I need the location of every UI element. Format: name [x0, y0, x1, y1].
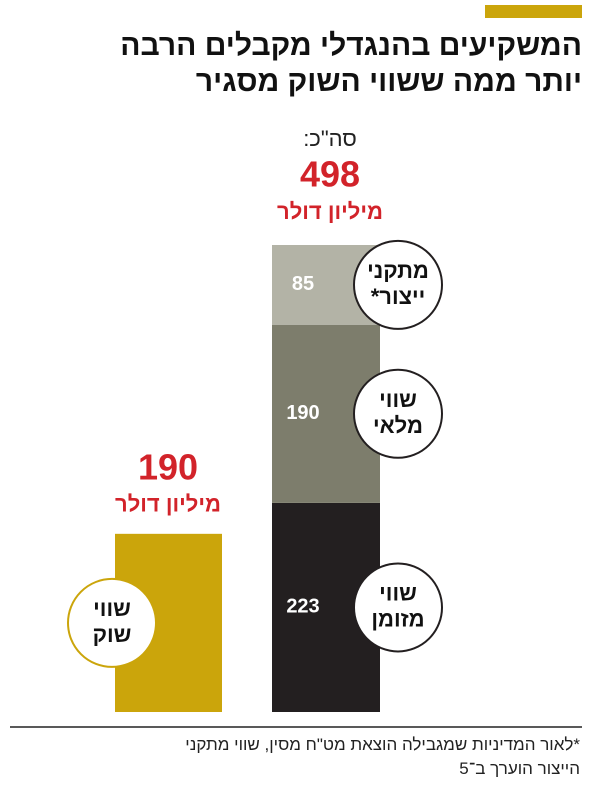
footnote-line: *לאור המדיניות שמגבילה הוצאת מט"ח מסין, … — [185, 735, 580, 754]
segment-name: מתקני ייצור* — [367, 258, 429, 309]
value-label: 85 — [292, 273, 314, 295]
unit-label: מיליון דולר — [277, 199, 383, 224]
unit-label: מיליון דולר — [115, 492, 221, 517]
value-label: 190 — [286, 402, 319, 424]
title-line: המשקיעים בהנגדלי מקבלים הרבה — [120, 29, 582, 62]
name-line: מזומן — [371, 606, 424, 631]
name-line: שוק — [93, 622, 132, 647]
footnote: *לאור המדיניות שמגבילה הוצאת מט"ח מסין, … — [10, 733, 580, 781]
title-line: יותר ממה ששווי השוק מסגיר — [195, 65, 582, 98]
footnote-line: הייצור הוערך ב־5 — [459, 759, 580, 778]
label-circle — [353, 562, 443, 653]
total-value: 498 — [300, 154, 360, 195]
value-label: 190 — [138, 446, 198, 487]
name-line: שווי — [379, 387, 417, 412]
accent-bar — [485, 5, 582, 18]
label-circle — [353, 368, 443, 459]
chart-title: המשקיעים בהנגדלי מקבלים הרבה יותר ממה שש… — [8, 28, 582, 100]
value-label: 223 — [286, 596, 319, 618]
name-line: שווי — [379, 580, 417, 605]
segment-name: שווי מזומן — [371, 580, 424, 631]
name-line: שווי — [93, 596, 131, 621]
name-line: מלאי — [373, 413, 423, 438]
label-circle — [353, 239, 443, 330]
name-line: מתקני — [367, 258, 429, 283]
label-circle — [67, 577, 157, 668]
total-caption: סה"כ: — [303, 126, 357, 151]
segment-name: שווי שוק — [93, 596, 132, 647]
name-line: ייצור* — [371, 284, 426, 309]
segment-name: שווי מלאי — [373, 387, 423, 438]
